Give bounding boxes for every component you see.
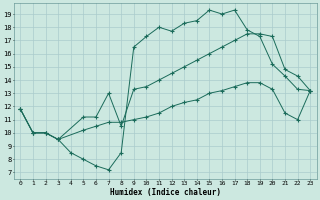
X-axis label: Humidex (Indice chaleur): Humidex (Indice chaleur) bbox=[110, 188, 221, 197]
